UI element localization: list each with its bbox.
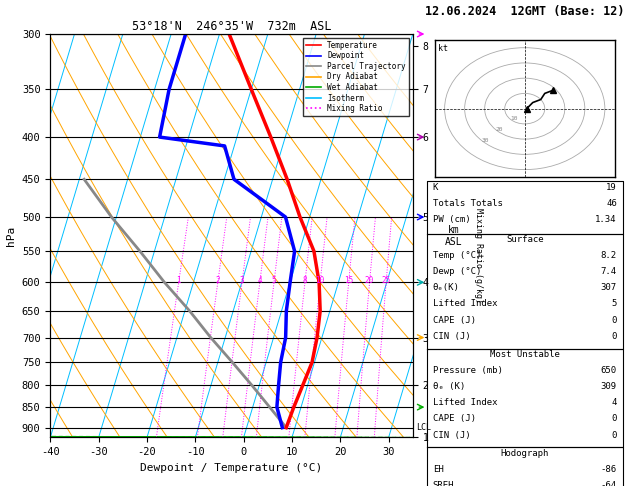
Text: Dewp (°C): Dewp (°C) [433,267,481,276]
Text: 46: 46 [606,199,617,208]
Text: θₑ (K): θₑ (K) [433,382,465,391]
Text: 10: 10 [315,277,325,285]
Text: 8.2: 8.2 [601,251,617,260]
Text: EH: EH [433,465,443,474]
Text: 307: 307 [601,283,617,292]
Text: CAPE (J): CAPE (J) [433,415,476,423]
Text: Most Unstable: Most Unstable [490,350,560,359]
Text: -64: -64 [601,481,617,486]
Text: 1.34: 1.34 [595,215,617,224]
Text: Lifted Index: Lifted Index [433,398,497,407]
Text: θₑ(K): θₑ(K) [433,283,460,292]
Text: 8: 8 [303,277,307,285]
Text: K: K [433,183,438,192]
Text: CIN (J): CIN (J) [433,332,470,341]
Text: 19: 19 [606,183,617,192]
Text: Mixing Ratio (g/kg): Mixing Ratio (g/kg) [474,208,482,303]
Text: 20: 20 [365,277,374,285]
Text: 1: 1 [176,277,181,285]
Y-axis label: hPa: hPa [6,226,16,246]
Text: 25: 25 [381,277,391,285]
Text: 0: 0 [611,415,617,423]
Text: Totals Totals: Totals Totals [433,199,503,208]
Text: 7.4: 7.4 [601,267,617,276]
Text: PW (cm): PW (cm) [433,215,470,224]
Text: 0: 0 [611,431,617,439]
Text: Lifted Index: Lifted Index [433,299,497,309]
Text: 5: 5 [611,299,617,309]
Text: 3: 3 [239,277,244,285]
Text: Temp (°C): Temp (°C) [433,251,481,260]
Text: 0: 0 [611,315,617,325]
X-axis label: Dewpoint / Temperature (°C): Dewpoint / Temperature (°C) [140,463,323,473]
Text: 4: 4 [257,277,262,285]
Text: CAPE (J): CAPE (J) [433,315,476,325]
Text: 4: 4 [611,398,617,407]
Text: SREH: SREH [433,481,454,486]
Text: 5: 5 [271,277,276,285]
Text: 15: 15 [344,277,353,285]
Text: 650: 650 [601,366,617,375]
Text: LCL: LCL [416,423,431,432]
Title: 53°18'N  246°35'W  732m  ASL: 53°18'N 246°35'W 732m ASL [132,20,331,33]
Text: -86: -86 [601,465,617,474]
Text: 2: 2 [215,277,220,285]
Text: CIN (J): CIN (J) [433,431,470,439]
Legend: Temperature, Dewpoint, Parcel Trajectory, Dry Adiabat, Wet Adiabat, Isotherm, Mi: Temperature, Dewpoint, Parcel Trajectory… [303,38,409,116]
Text: Surface: Surface [506,235,543,244]
Y-axis label: km
ASL: km ASL [445,225,462,246]
Text: Hodograph: Hodograph [501,449,549,458]
Text: Pressure (mb): Pressure (mb) [433,366,503,375]
Text: 12.06.2024  12GMT (Base: 12): 12.06.2024 12GMT (Base: 12) [425,5,625,18]
Text: 309: 309 [601,382,617,391]
Text: 0: 0 [611,332,617,341]
